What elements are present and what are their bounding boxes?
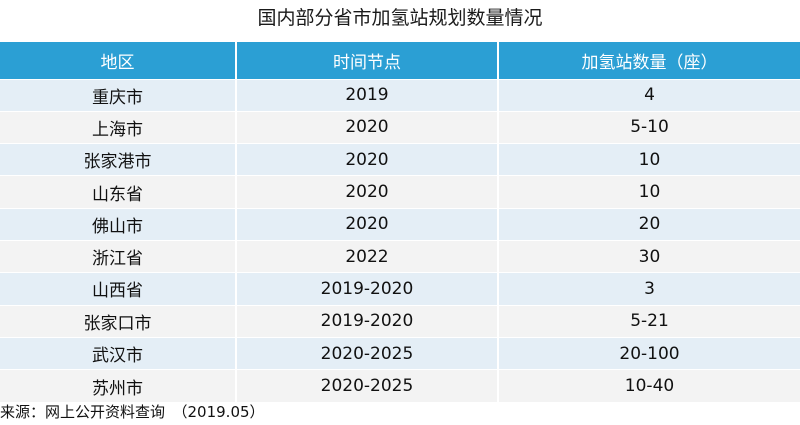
cell-count: 10 xyxy=(498,175,800,209)
table-row: 山东省 2020 10 xyxy=(0,175,800,209)
table-row: 山西省 2019-2020 3 xyxy=(0,272,800,306)
hydrogen-station-table: 地区 时间节点 加氢站数量（座） 重庆市 2019 4 上海市 2020 5-1… xyxy=(0,42,800,402)
cell-count: 5-21 xyxy=(498,304,800,338)
cell-count: 20-100 xyxy=(498,336,800,370)
source-note: 来源：网上公开资料查询 （2019.05） xyxy=(0,403,265,421)
cell-time: 2020 xyxy=(236,143,499,176)
table-header-row: 地区 时间节点 加氢站数量（座） xyxy=(0,42,800,79)
cell-region: 张家港市 xyxy=(0,143,237,176)
table-row: 浙江省 2022 30 xyxy=(0,239,800,273)
table-row: 佛山市 2020 20 xyxy=(0,207,800,241)
table-row: 苏州市 2020-2025 10-40 xyxy=(0,369,800,402)
cell-count: 10 xyxy=(498,143,800,176)
cell-region: 山西省 xyxy=(0,272,237,306)
table-row: 武汉市 2020-2025 20-100 xyxy=(0,336,800,370)
cell-count: 20 xyxy=(498,207,800,241)
cell-count: 10-40 xyxy=(498,369,800,402)
cell-count: 5-10 xyxy=(498,110,800,144)
cell-region: 上海市 xyxy=(0,110,237,144)
cell-time: 2020 xyxy=(236,110,499,144)
cell-time: 2019-2020 xyxy=(236,272,499,306)
cell-region: 张家口市 xyxy=(0,304,237,338)
cell-count: 4 xyxy=(498,78,800,112)
cell-region: 山东省 xyxy=(0,175,237,209)
cell-time: 2020 xyxy=(236,207,499,241)
cell-count: 30 xyxy=(498,239,800,273)
table-row: 重庆市 2019 4 xyxy=(0,78,800,112)
cell-region: 重庆市 xyxy=(0,78,237,112)
header-region: 地区 xyxy=(0,42,237,79)
cell-region: 佛山市 xyxy=(0,207,237,241)
cell-time: 2019-2020 xyxy=(236,304,499,338)
table-row: 上海市 2020 5-10 xyxy=(0,110,800,144)
cell-region: 浙江省 xyxy=(0,239,237,273)
cell-count: 3 xyxy=(498,272,800,306)
table-row: 张家口市 2019-2020 5-21 xyxy=(0,304,800,338)
cell-region: 武汉市 xyxy=(0,336,237,370)
header-time: 时间节点 xyxy=(236,42,499,79)
cell-time: 2020-2025 xyxy=(236,369,499,402)
cell-time: 2020 xyxy=(236,175,499,209)
table-row: 张家港市 2020 10 xyxy=(0,143,800,176)
cell-time: 2020-2025 xyxy=(236,336,499,370)
cell-time: 2019 xyxy=(236,78,499,112)
cell-time: 2022 xyxy=(236,239,499,273)
table-title: 国内部分省市加氢站规划数量情况 xyxy=(257,7,543,29)
header-count: 加氢站数量（座） xyxy=(581,52,718,73)
cell-region: 苏州市 xyxy=(0,369,237,402)
